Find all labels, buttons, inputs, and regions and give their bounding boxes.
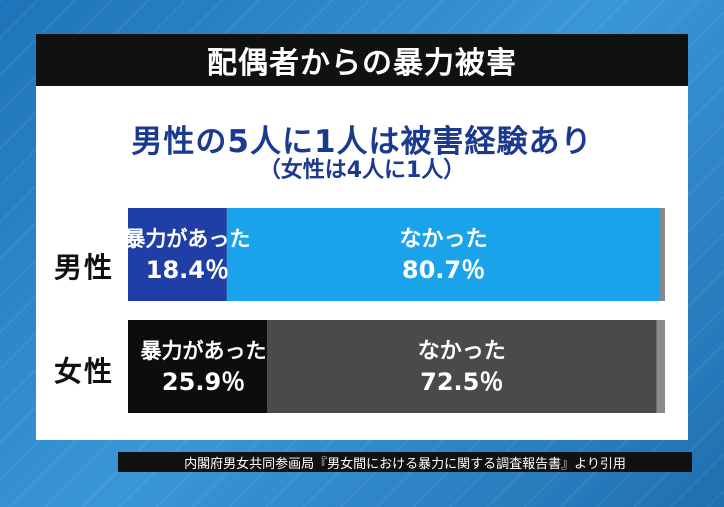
data-label-no-female: 72.5％ [420, 368, 503, 396]
series-label-no-female: なかった [418, 339, 506, 364]
category-label-female: 女性 [54, 355, 115, 388]
data-label-yes-male: 18.4％ [146, 256, 229, 284]
category-label-male: 男性 [54, 251, 115, 284]
data-label-yes-female: 25.9％ [162, 368, 245, 396]
bar-segment-yes-female [128, 320, 268, 413]
title-bar: 配偶者からの暴力被害 [36, 34, 688, 86]
chart-title: 配偶者からの暴力被害 [207, 46, 517, 81]
bar-segment-no-female [267, 320, 657, 413]
bar-segment-yes-male [128, 208, 227, 301]
source-caption: 内閣府男女共同参画局『男女間における暴力に関する調査報告書』より引用 [118, 452, 692, 472]
series-label-yes-female: 暴力があった [141, 339, 267, 363]
data-label-no-male: 80.7％ [402, 256, 485, 284]
bar-segment-no-male [226, 208, 661, 301]
headline: 男性の5人に1人は被害経験あり [131, 124, 593, 160]
subheadline: （女性は4人に1人） [258, 158, 466, 183]
series-label-no-male: なかった [399, 227, 487, 252]
series-label-yes-male: 暴力があった [124, 227, 250, 251]
source-text: 内閣府男女共同参画局『男女間における暴力に関する調査報告書』より引用 [184, 456, 626, 472]
